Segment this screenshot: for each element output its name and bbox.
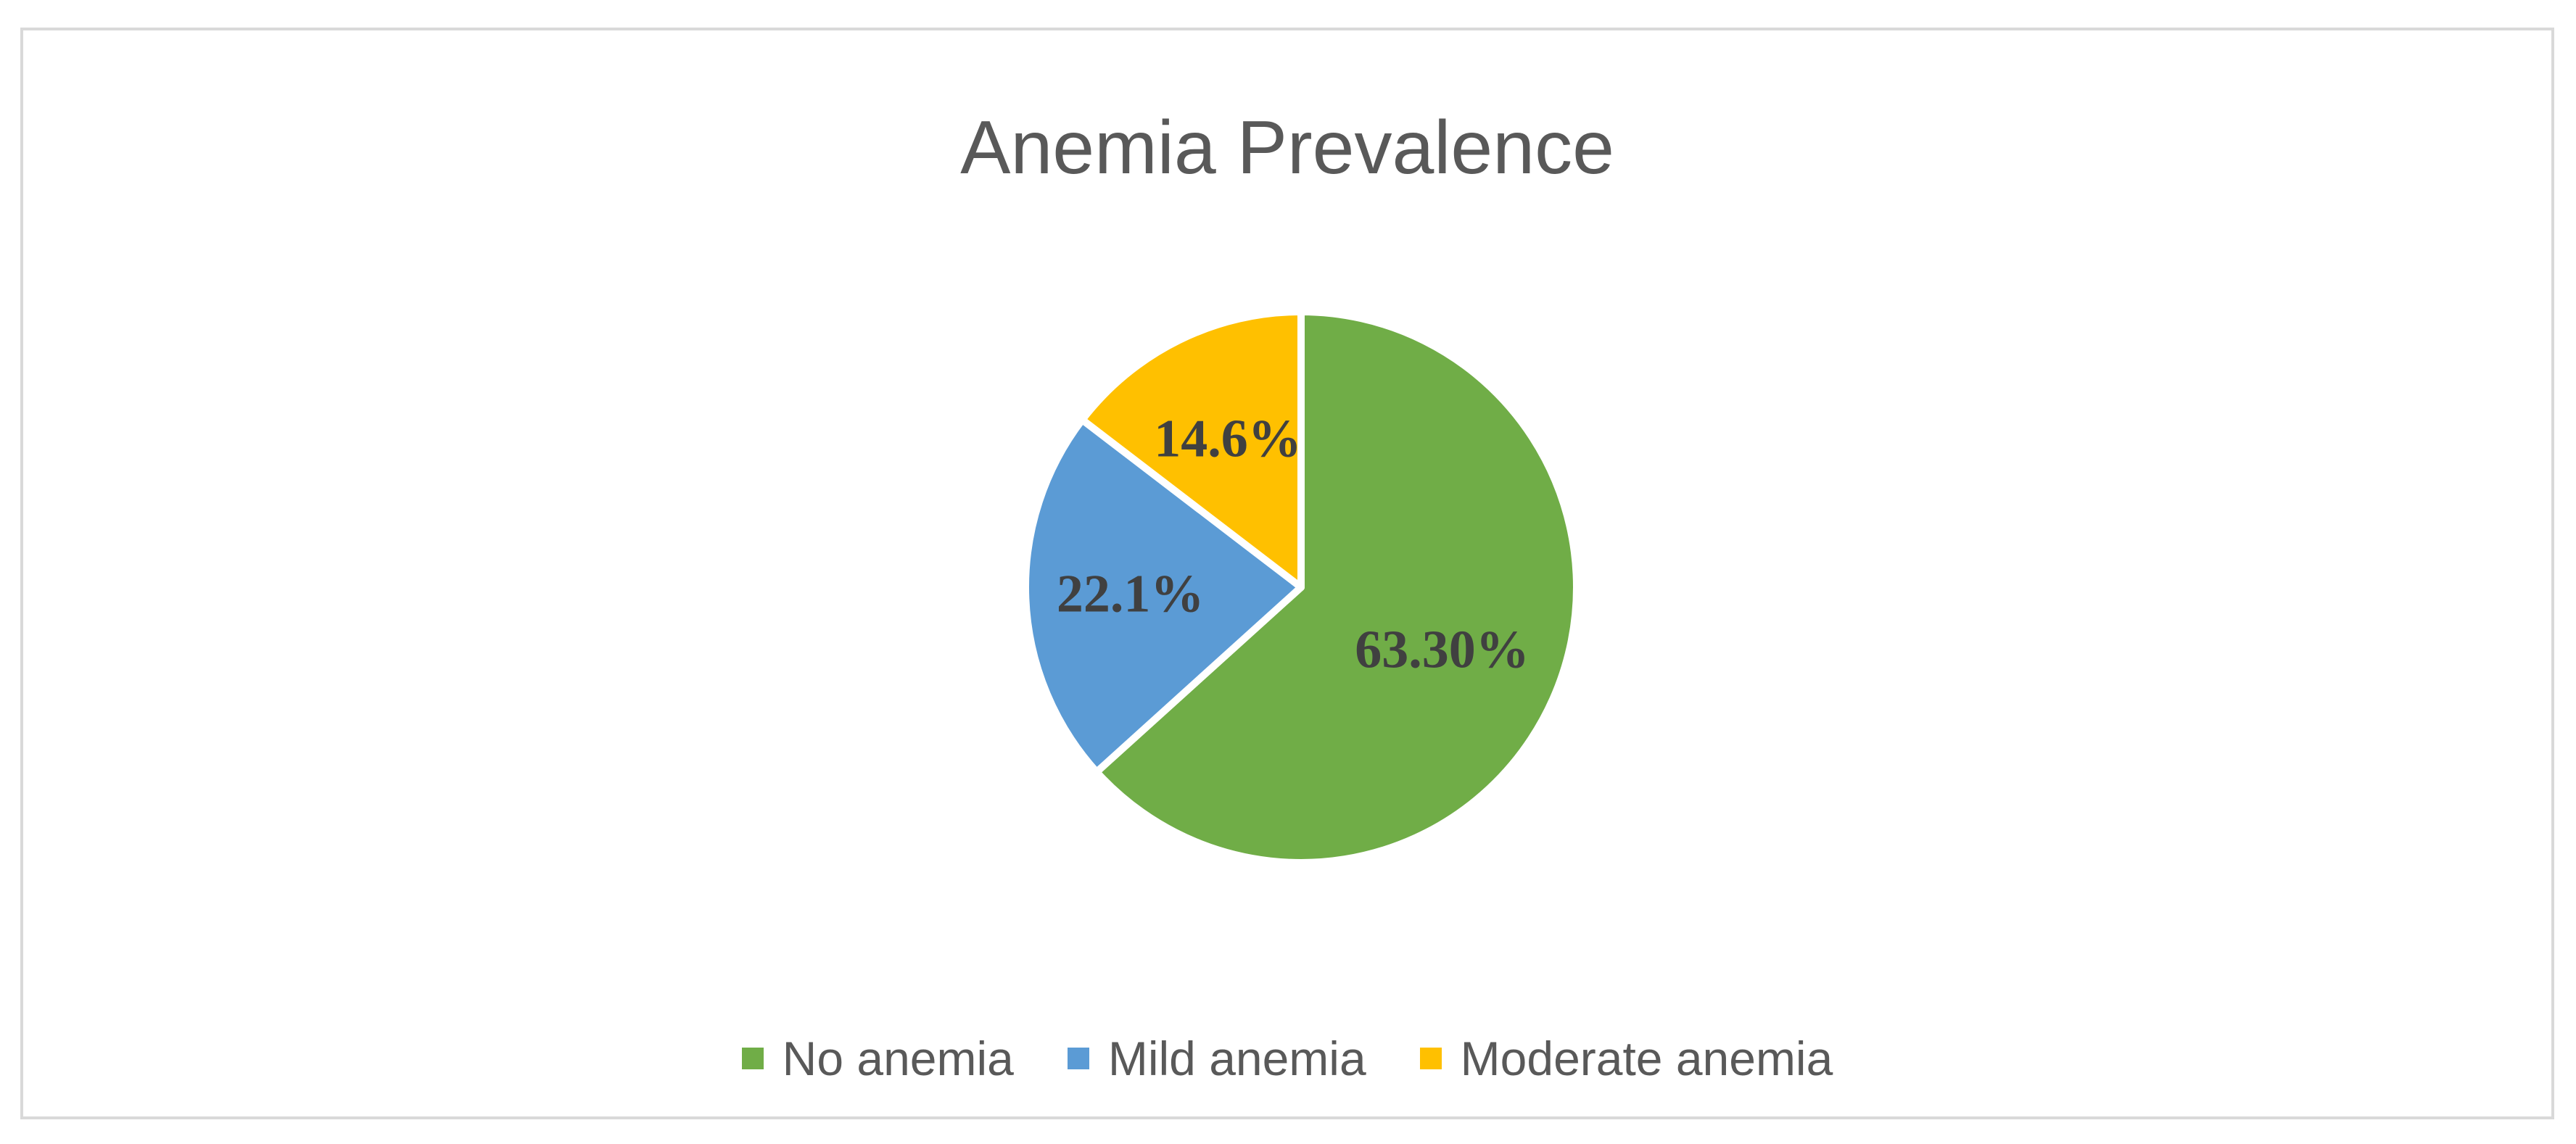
data-label-mild-anemia: 22.1%	[1057, 565, 1205, 624]
legend-swatch	[741, 1048, 764, 1069]
pie-slice-moderate-anemia	[1078, 308, 1305, 591]
legend-label: Moderate anemia	[1460, 1032, 1833, 1085]
legend-label: Mild anemia	[1107, 1032, 1366, 1085]
data-label-moderate-anemia: 14.6%	[1154, 410, 1302, 469]
chart-title: Anemia Prevalence	[960, 106, 1614, 190]
pie-slice-mild-anemia	[1022, 415, 1305, 776]
legend: No anemia Mild anemia Moderate anemia	[23, 1031, 2551, 1086]
legend-item-no-anemia: No anemia	[741, 1031, 1014, 1086]
pie-slice-no-anemia	[1093, 308, 1580, 866]
legend-swatch	[1067, 1048, 1089, 1069]
data-label-no-anemia: 63.30%	[1355, 620, 1530, 679]
pie-chart: 63.30% 22.1% 14.6%	[1022, 308, 1580, 866]
legend-swatch	[1419, 1048, 1442, 1069]
legend-item-mild-anemia: Mild anemia	[1067, 1031, 1366, 1086]
chart-frame: Anemia Prevalence 63.30% 22.1% 14.6% No an…	[20, 28, 2554, 1119]
legend-item-moderate-anemia: Moderate anemia	[1419, 1031, 1833, 1086]
legend-label: No anemia	[782, 1032, 1014, 1085]
